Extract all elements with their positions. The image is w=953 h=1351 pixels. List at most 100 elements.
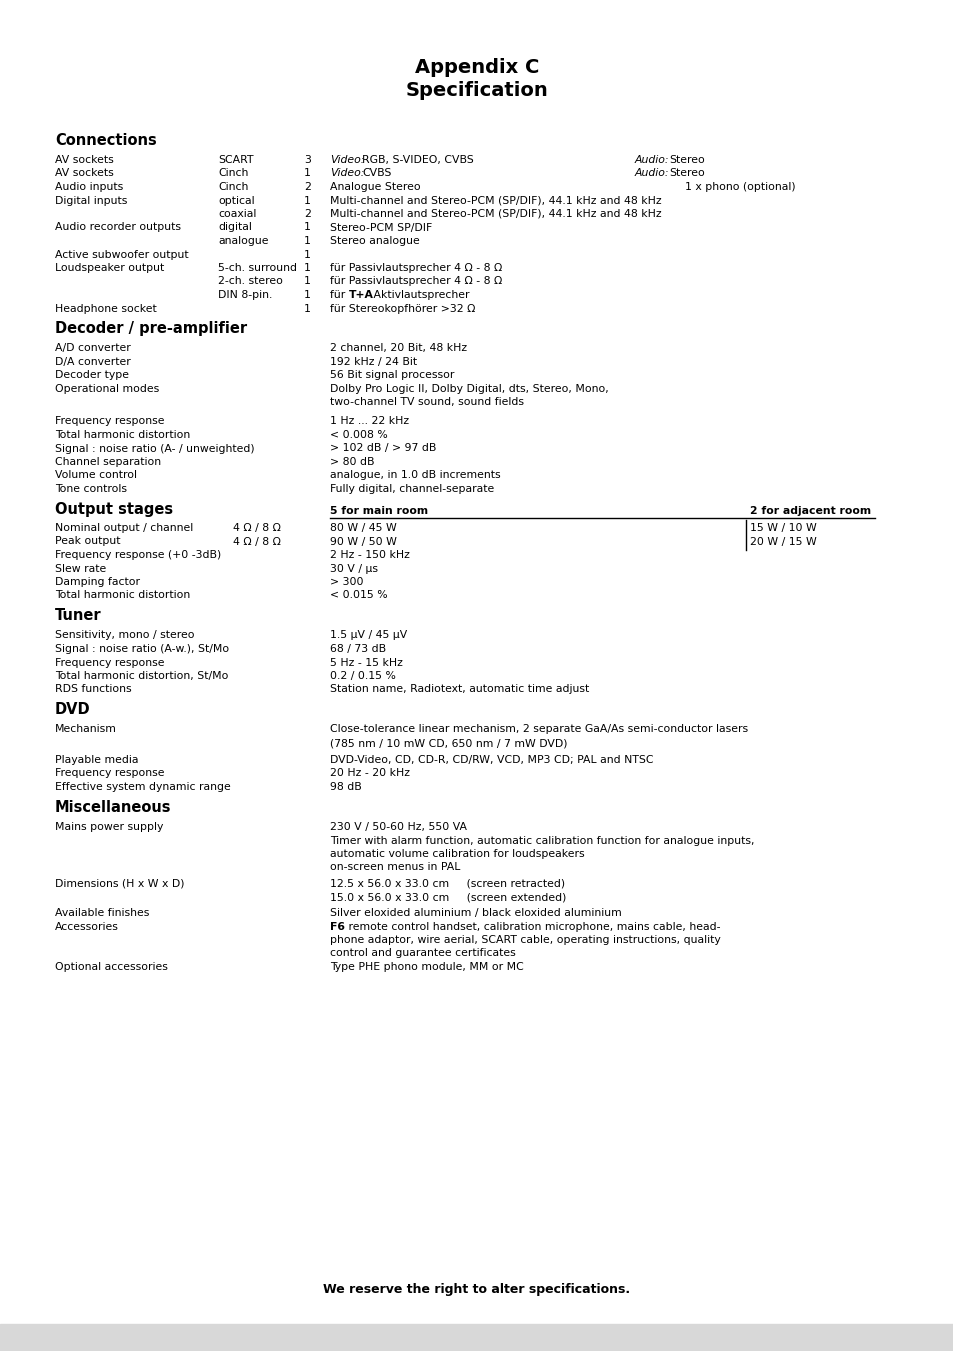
Text: Active subwoofer output: Active subwoofer output <box>55 250 189 259</box>
Text: Total harmonic distortion: Total harmonic distortion <box>55 590 190 600</box>
Text: CVBS: CVBS <box>361 169 391 178</box>
Text: Total harmonic distortion, St/Mo: Total harmonic distortion, St/Mo <box>55 671 228 681</box>
Text: 0.2 / 0.15 %: 0.2 / 0.15 % <box>330 671 395 681</box>
Text: two-channel TV sound, sound fields: two-channel TV sound, sound fields <box>330 397 523 408</box>
Text: 1: 1 <box>304 236 311 246</box>
Text: Decoder type: Decoder type <box>55 370 129 381</box>
Text: 12.5 x 56.0 x 33.0 cm     (screen retracted): 12.5 x 56.0 x 33.0 cm (screen retracted) <box>330 878 564 889</box>
Text: 90 W / 50 W: 90 W / 50 W <box>330 536 396 547</box>
Text: Tone controls: Tone controls <box>55 484 127 494</box>
Text: 2 for adjacent room: 2 for adjacent room <box>749 507 870 516</box>
Text: digital: digital <box>218 223 252 232</box>
Text: Silver eloxided aluminium / black eloxided aluminium: Silver eloxided aluminium / black eloxid… <box>330 908 621 917</box>
Text: 2 channel, 20 Bit, 48 kHz: 2 channel, 20 Bit, 48 kHz <box>330 343 467 354</box>
Text: < 0.008 %: < 0.008 % <box>330 430 387 440</box>
Text: Digital inputs: Digital inputs <box>55 196 128 205</box>
Text: analogue, in 1.0 dB increments: analogue, in 1.0 dB increments <box>330 470 500 481</box>
Text: 59: 59 <box>469 1332 484 1346</box>
Text: AV sockets: AV sockets <box>55 169 113 178</box>
Text: RGB, S-VIDEO, CVBS: RGB, S-VIDEO, CVBS <box>361 155 474 165</box>
Text: We reserve the right to alter specifications.: We reserve the right to alter specificat… <box>323 1283 630 1296</box>
Text: coaxial: coaxial <box>218 209 256 219</box>
Text: Headphone socket: Headphone socket <box>55 304 156 313</box>
Text: Mechanism: Mechanism <box>55 724 117 735</box>
Text: A/D converter: A/D converter <box>55 343 131 354</box>
Text: < 0.015 %: < 0.015 % <box>330 590 387 600</box>
Text: Available finishes: Available finishes <box>55 908 150 917</box>
Text: analogue: analogue <box>218 236 268 246</box>
Text: Audio:: Audio: <box>635 155 669 165</box>
Text: RDS functions: RDS functions <box>55 685 132 694</box>
Text: 1: 1 <box>304 290 311 300</box>
Text: (785 nm / 10 mW CD, 650 nm / 7 mW DVD): (785 nm / 10 mW CD, 650 nm / 7 mW DVD) <box>330 738 567 748</box>
Text: D/A converter: D/A converter <box>55 357 131 367</box>
Text: 4 Ω / 8 Ω: 4 Ω / 8 Ω <box>233 523 280 534</box>
Text: control and guarantee certificates: control and guarantee certificates <box>330 948 516 958</box>
Text: 3: 3 <box>304 155 311 165</box>
Text: 1: 1 <box>304 250 311 259</box>
Text: Decoder / pre-amplifier: Decoder / pre-amplifier <box>55 322 247 336</box>
Text: > 80 dB: > 80 dB <box>330 457 375 467</box>
Text: 2: 2 <box>304 209 311 219</box>
Text: Multi-channel and Stereo-PCM (SP/DIF), 44.1 kHz and 48 kHz: Multi-channel and Stereo-PCM (SP/DIF), 4… <box>330 209 661 219</box>
Text: Optional accessories: Optional accessories <box>55 962 168 971</box>
Text: Tuner: Tuner <box>55 608 102 624</box>
Text: Aktivlautsprecher: Aktivlautsprecher <box>370 290 469 300</box>
Text: für Passivlautsprecher 4 Ω - 8 Ω: für Passivlautsprecher 4 Ω - 8 Ω <box>330 277 501 286</box>
Text: 1: 1 <box>304 169 311 178</box>
Text: Volume control: Volume control <box>55 470 137 481</box>
Text: Cinch: Cinch <box>218 169 248 178</box>
Text: 80 W / 45 W: 80 W / 45 W <box>330 523 396 534</box>
Text: SCART: SCART <box>218 155 253 165</box>
Text: Station name, Radiotext, automatic time adjust: Station name, Radiotext, automatic time … <box>330 685 589 694</box>
Text: Channel separation: Channel separation <box>55 457 161 467</box>
Text: 5-ch. surround: 5-ch. surround <box>218 263 296 273</box>
Text: T+A: T+A <box>349 290 374 300</box>
Text: Effective system dynamic range: Effective system dynamic range <box>55 782 231 792</box>
Text: 20 Hz - 20 kHz: 20 Hz - 20 kHz <box>330 769 410 778</box>
Text: on-screen menus in PAL: on-screen menus in PAL <box>330 862 460 873</box>
Text: für Passivlautsprecher 4 Ω - 8 Ω: für Passivlautsprecher 4 Ω - 8 Ω <box>330 263 501 273</box>
Text: Audio inputs: Audio inputs <box>55 182 123 192</box>
Text: 1: 1 <box>304 263 311 273</box>
Text: Output stages: Output stages <box>55 503 172 517</box>
Text: > 102 dB / > 97 dB: > 102 dB / > 97 dB <box>330 443 436 454</box>
Text: Stereo: Stereo <box>668 155 704 165</box>
Text: 2-ch. stereo: 2-ch. stereo <box>218 277 283 286</box>
Text: Audio:: Audio: <box>635 169 669 178</box>
Text: Analogue Stereo: Analogue Stereo <box>330 182 420 192</box>
Text: 230 V / 50-60 Hz, 550 VA: 230 V / 50-60 Hz, 550 VA <box>330 821 467 832</box>
Text: Stereo: Stereo <box>668 169 704 178</box>
Text: Appendix C: Appendix C <box>415 58 538 77</box>
Text: Frequency response (+0 -3dB): Frequency response (+0 -3dB) <box>55 550 221 561</box>
Text: 1 Hz ... 22 kHz: 1 Hz ... 22 kHz <box>330 416 409 427</box>
Text: Audio recorder outputs: Audio recorder outputs <box>55 223 181 232</box>
Text: 1: 1 <box>304 304 311 313</box>
Text: Fully digital, channel-separate: Fully digital, channel-separate <box>330 484 494 494</box>
Text: Total harmonic distortion: Total harmonic distortion <box>55 430 190 440</box>
Text: Damping factor: Damping factor <box>55 577 140 586</box>
Text: 1: 1 <box>304 277 311 286</box>
Text: DVD-Video, CD, CD-R, CD/RW, VCD, MP3 CD; PAL and NTSC: DVD-Video, CD, CD-R, CD/RW, VCD, MP3 CD;… <box>330 755 653 765</box>
Text: Slew rate: Slew rate <box>55 563 106 574</box>
Text: Connections: Connections <box>55 132 156 149</box>
Text: remote control handset, calibration microphone, mains cable, head-: remote control handset, calibration micr… <box>345 921 720 931</box>
Text: Dolby Pro Logic II, Dolby Digital, dts, Stereo, Mono,: Dolby Pro Logic II, Dolby Digital, dts, … <box>330 384 608 394</box>
Text: Loudspeaker output: Loudspeaker output <box>55 263 164 273</box>
Text: Frequency response: Frequency response <box>55 769 164 778</box>
Text: 56 Bit signal processor: 56 Bit signal processor <box>330 370 454 381</box>
Text: Stereo-PCM SP/DIF: Stereo-PCM SP/DIF <box>330 223 432 232</box>
Text: Dimensions (H x W x D): Dimensions (H x W x D) <box>55 878 184 889</box>
Text: 2: 2 <box>304 182 311 192</box>
Text: Miscellaneous: Miscellaneous <box>55 800 172 815</box>
Text: Timer with alarm function, automatic calibration function for analogue inputs,: Timer with alarm function, automatic cal… <box>330 835 754 846</box>
Text: 2 Hz - 150 kHz: 2 Hz - 150 kHz <box>330 550 410 561</box>
Text: Signal : noise ratio (A-w.), St/Mo: Signal : noise ratio (A-w.), St/Mo <box>55 644 229 654</box>
Text: für: für <box>330 290 349 300</box>
Text: Stereo analogue: Stereo analogue <box>330 236 419 246</box>
Text: optical: optical <box>218 196 254 205</box>
Text: Frequency response: Frequency response <box>55 658 164 667</box>
Text: DIN 8-pin.: DIN 8-pin. <box>218 290 273 300</box>
Text: 15.0 x 56.0 x 33.0 cm     (screen extended): 15.0 x 56.0 x 33.0 cm (screen extended) <box>330 892 566 902</box>
Text: Appendix: Appendix <box>894 1332 949 1346</box>
